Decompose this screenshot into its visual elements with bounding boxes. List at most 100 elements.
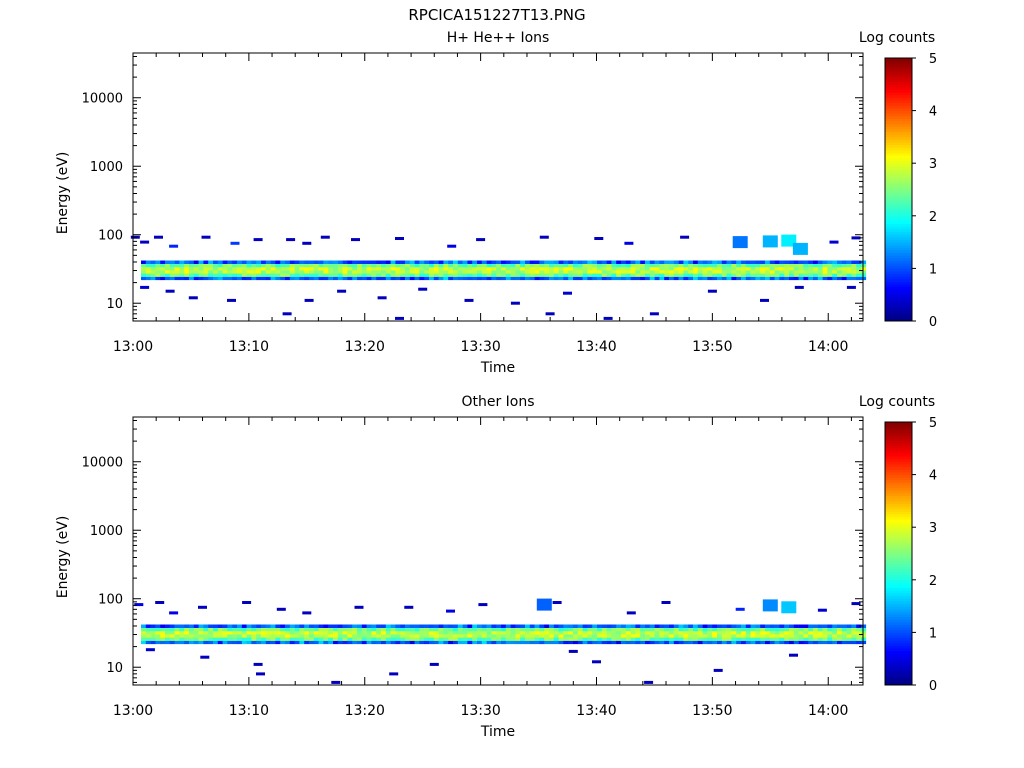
heatmap-cell: [289, 263, 295, 268]
heatmap-cell: [683, 634, 689, 638]
colorbar-swatch: [885, 508, 912, 512]
heatmap-cell: [832, 260, 838, 264]
colorbar-swatch: [885, 310, 912, 314]
heatmap-cell: [160, 260, 166, 264]
heatmap-cell: [755, 266, 761, 271]
heatmap-cell: [481, 266, 487, 271]
heatmap-cell: [448, 637, 454, 641]
colorbar-swatch: [885, 621, 912, 625]
heatmap-cell: [505, 276, 511, 281]
heatmap-cell: [529, 266, 535, 271]
heatmap-cell: [390, 266, 396, 271]
heatmap-cell: [856, 263, 862, 268]
panel-title: H+ He++ Ions: [447, 30, 550, 46]
heatmap-cell: [549, 263, 555, 268]
heatmap-cell: [357, 637, 363, 641]
heatmap-cell: [621, 640, 627, 645]
colorbar-tick-label: 1: [929, 626, 937, 641]
heatmap-cell: [409, 640, 415, 645]
colorbar-swatch: [885, 500, 912, 504]
heatmap-cell: [285, 270, 291, 274]
heatmap-cell: [726, 640, 732, 645]
heatmap-cell: [333, 276, 339, 281]
heatmap-cell: [813, 634, 819, 638]
heatmap-cell: [150, 263, 156, 268]
heatmap-cell: [846, 263, 852, 268]
colorbar-swatch: [885, 503, 912, 507]
heatmap-cell: [827, 640, 833, 645]
heatmap-cell: [462, 627, 468, 632]
colorbar-swatch: [885, 292, 912, 296]
heatmap-cell: [712, 634, 718, 638]
heatmap-cell: [760, 270, 766, 274]
colorbar-swatch: [885, 205, 912, 209]
heatmap-cell: [664, 260, 670, 264]
heatmap-cell: [462, 260, 468, 264]
heatmap-cell: [337, 276, 343, 281]
heatmap-cell: [165, 640, 171, 645]
heatmap-cell: [189, 640, 195, 645]
heatmap-cell: [453, 640, 459, 645]
heatmap-cell: [568, 263, 574, 268]
heatmap-cell: [169, 624, 175, 628]
heatmap-cell: [405, 273, 411, 277]
heatmap-cell: [592, 266, 598, 271]
heatmap-cell: [529, 640, 535, 645]
heatmap-cell: [309, 624, 315, 628]
heatmap-cell: [539, 263, 545, 268]
heatmap-cell: [645, 266, 651, 271]
heatmap-cell: [678, 273, 684, 277]
heatmap-cell: [366, 273, 372, 277]
colorbar-swatch: [885, 619, 912, 623]
heatmap-cell: [813, 266, 819, 271]
heatmap-cell: [813, 624, 819, 628]
heatmap-cell: [793, 266, 799, 271]
colorbar-swatch: [885, 215, 912, 219]
heatmap-cell: [712, 270, 718, 274]
heatmap-cell: [270, 266, 276, 271]
colorbar-swatch: [885, 242, 912, 246]
colorbar-tick-label: 5: [929, 416, 937, 431]
heatmap-cell: [376, 634, 382, 638]
heatmap-cell: [496, 273, 502, 277]
heatmap-cell: [179, 273, 185, 277]
heatmap-cell: [515, 637, 521, 641]
heatmap-cell: [789, 653, 798, 657]
heatmap-cell: [798, 266, 804, 271]
heatmap-cell: [446, 609, 455, 613]
heatmap-cell: [145, 630, 151, 635]
heatmap-cell: [697, 260, 703, 264]
heatmap-cell: [304, 630, 310, 635]
heatmap-cell: [184, 634, 190, 638]
heatmap-cell: [851, 263, 857, 268]
heatmap-cell: [443, 273, 449, 277]
colorbar-swatch: [885, 160, 912, 164]
colorbar-swatch: [885, 629, 912, 633]
colorbar-tick-label: 2: [929, 210, 937, 225]
heatmap-cell: [313, 627, 319, 632]
plot-frame: [132, 416, 864, 686]
heatmap-cell: [573, 634, 579, 638]
colorbar-swatch: [885, 260, 912, 264]
heatmap-cell: [765, 273, 771, 277]
heatmap-cell: [779, 263, 785, 268]
heatmap-cell: [280, 266, 286, 271]
heatmap-cell: [505, 627, 511, 632]
heatmap-cell: [289, 627, 295, 632]
heatmap-cell: [328, 627, 334, 632]
heatmap-cell: [568, 624, 574, 628]
heatmap-cell: [453, 627, 459, 632]
heatmap-cell: [625, 624, 631, 628]
heatmap-cell: [707, 637, 713, 641]
heatmap-cell: [443, 270, 449, 274]
heatmap-cell: [505, 630, 511, 635]
heatmap-cell: [577, 276, 583, 281]
heatmap-cell: [328, 634, 334, 638]
colorbar-swatch: [885, 474, 912, 478]
heatmap-cell: [256, 273, 262, 277]
heatmap-cell: [611, 270, 617, 274]
heatmap-cell: [491, 276, 497, 281]
heatmap-cell: [145, 263, 151, 268]
colorbar-swatch: [885, 458, 912, 462]
heatmap-cell: [717, 627, 723, 632]
